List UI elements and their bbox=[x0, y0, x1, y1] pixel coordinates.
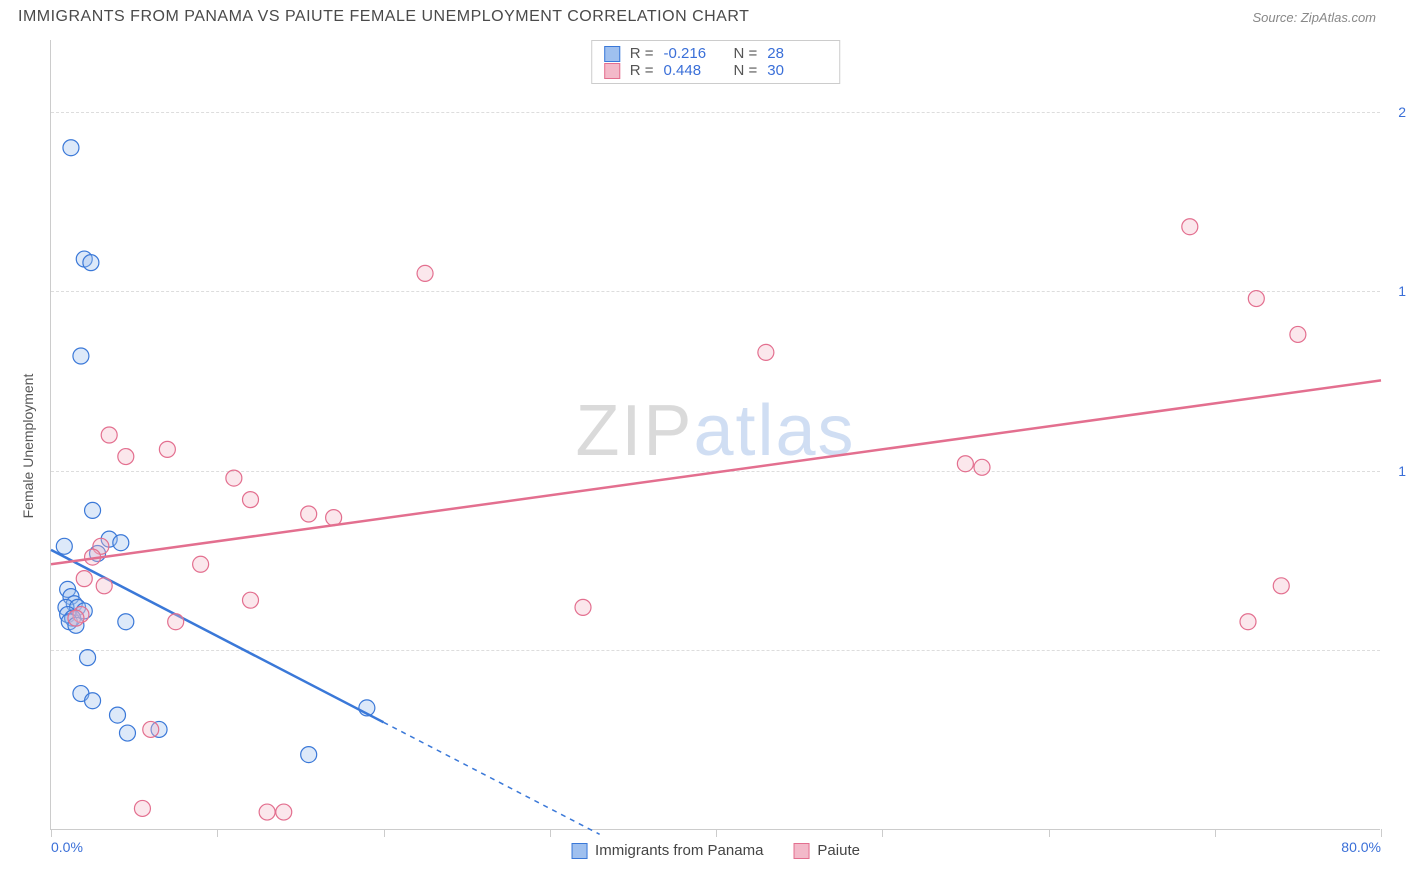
legend-swatch bbox=[793, 843, 809, 859]
data-point bbox=[243, 492, 259, 508]
data-point bbox=[1273, 578, 1289, 594]
data-point bbox=[193, 556, 209, 572]
x-tick bbox=[1381, 829, 1382, 837]
data-point bbox=[143, 721, 159, 737]
legend-swatch bbox=[604, 46, 620, 62]
data-point bbox=[575, 599, 591, 615]
data-point bbox=[301, 747, 317, 763]
data-point bbox=[226, 470, 242, 486]
x-tick bbox=[217, 829, 218, 837]
legend-swatch bbox=[604, 63, 620, 79]
data-point bbox=[80, 650, 96, 666]
y-tick-label: 15.0% bbox=[1398, 283, 1406, 299]
data-point bbox=[1182, 219, 1198, 235]
legend-swatch bbox=[571, 843, 587, 859]
y-axis-label: Female Unemployment bbox=[20, 374, 36, 519]
data-point bbox=[118, 449, 134, 465]
x-tick bbox=[550, 829, 551, 837]
data-point bbox=[110, 707, 126, 723]
x-tick-label: 0.0% bbox=[51, 839, 83, 855]
n-value: 28 bbox=[767, 45, 827, 62]
legend-row: R = -0.216 N = 28 bbox=[604, 45, 828, 62]
data-point bbox=[68, 610, 84, 626]
data-point bbox=[243, 592, 259, 608]
legend-row: R = 0.448 N = 30 bbox=[604, 62, 828, 79]
data-point bbox=[56, 538, 72, 554]
data-point bbox=[1290, 326, 1306, 342]
data-point bbox=[417, 265, 433, 281]
y-tick-label: 10.0% bbox=[1398, 463, 1406, 479]
trend-line bbox=[51, 380, 1381, 564]
chart-title: IMMIGRANTS FROM PANAMA VS PAIUTE FEMALE … bbox=[18, 8, 749, 26]
data-point bbox=[63, 140, 79, 156]
series-legend-item: Immigrants from Panama bbox=[571, 842, 763, 859]
data-point bbox=[85, 502, 101, 518]
data-point bbox=[73, 348, 89, 364]
trend-line-extrapolated bbox=[384, 722, 600, 834]
data-point bbox=[168, 614, 184, 630]
x-tick bbox=[882, 829, 883, 837]
trend-line bbox=[51, 550, 384, 722]
n-value: 30 bbox=[767, 62, 827, 79]
source-label: Source: ZipAtlas.com bbox=[1252, 10, 1376, 25]
data-point bbox=[113, 535, 129, 551]
chart-header: IMMIGRANTS FROM PANAMA VS PAIUTE FEMALE … bbox=[0, 0, 1406, 26]
r-label: R = bbox=[630, 62, 654, 79]
series-legend-label: Immigrants from Panama bbox=[595, 842, 763, 859]
data-point bbox=[134, 800, 150, 816]
data-point bbox=[83, 255, 99, 271]
y-tick-label: 20.0% bbox=[1398, 104, 1406, 120]
n-label: N = bbox=[734, 45, 758, 62]
data-point bbox=[159, 441, 175, 457]
x-tick bbox=[1049, 829, 1050, 837]
scatter-plot-svg bbox=[51, 40, 1380, 829]
data-point bbox=[974, 459, 990, 475]
scatter-chart: ZIPatlas 5.0%10.0%15.0%20.0% 0.0%80.0% R… bbox=[50, 40, 1380, 830]
data-point bbox=[957, 456, 973, 472]
x-tick bbox=[716, 829, 717, 837]
data-point bbox=[118, 614, 134, 630]
data-point bbox=[119, 725, 135, 741]
series-legend: Immigrants from Panama Paiute bbox=[571, 842, 860, 859]
data-point bbox=[76, 571, 92, 587]
data-point bbox=[96, 578, 112, 594]
series-legend-label: Paiute bbox=[817, 842, 860, 859]
correlation-legend: R = -0.216 N = 28 R = 0.448 N = 30 bbox=[591, 40, 841, 84]
r-value: 0.448 bbox=[664, 62, 724, 79]
r-label: R = bbox=[630, 45, 654, 62]
x-tick bbox=[51, 829, 52, 837]
x-tick bbox=[1215, 829, 1216, 837]
data-point bbox=[1240, 614, 1256, 630]
series-legend-item: Paiute bbox=[793, 842, 860, 859]
r-value: -0.216 bbox=[664, 45, 724, 62]
data-point bbox=[85, 693, 101, 709]
x-tick-label: 80.0% bbox=[1341, 839, 1381, 855]
data-point bbox=[101, 427, 117, 443]
x-tick bbox=[384, 829, 385, 837]
data-point bbox=[259, 804, 275, 820]
data-point bbox=[1248, 291, 1264, 307]
data-point bbox=[758, 344, 774, 360]
data-point bbox=[301, 506, 317, 522]
n-label: N = bbox=[734, 62, 758, 79]
data-point bbox=[276, 804, 292, 820]
